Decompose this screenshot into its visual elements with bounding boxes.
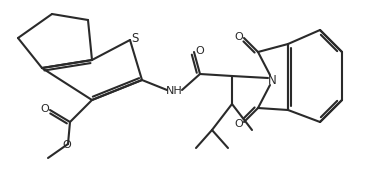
Text: S: S: [131, 33, 139, 45]
Text: NH: NH: [165, 86, 182, 96]
Text: O: O: [41, 104, 49, 114]
Text: O: O: [196, 46, 205, 56]
Text: O: O: [63, 140, 71, 150]
Text: N: N: [268, 73, 276, 87]
Text: O: O: [235, 32, 243, 42]
Text: O: O: [235, 119, 243, 129]
